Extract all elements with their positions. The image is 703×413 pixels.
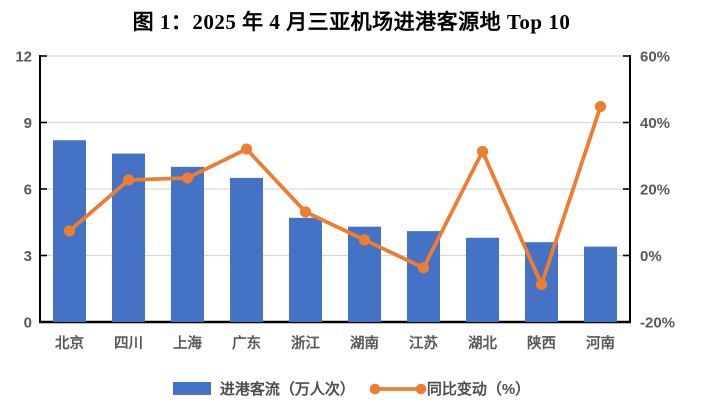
bar-legend-label: 进港客流（万人次） — [219, 381, 355, 398]
category-label: 四川 — [114, 336, 143, 352]
category-label: 上海 — [173, 334, 202, 352]
category-label: 湖南 — [350, 334, 379, 352]
chart-title: 图 1：2025 年 4 月三亚机场进港客源地 Top 10 — [132, 10, 571, 34]
left-axis-tick-label: 12 — [15, 49, 32, 66]
left-axis-tick-label: 3 — [24, 248, 32, 265]
combo-chart: 0 3 6 9 12 -20% 0% 20% 40% 60% 北京 四川 上海 广东 浙江 湖南 江苏 湖北 陕西 河… — [15, 49, 675, 353]
line-legend-label: 同比变动（%） — [426, 381, 531, 398]
left-axis-tick-label: 9 — [24, 115, 32, 132]
category-label: 湖北 — [468, 335, 497, 352]
legend-line-marker — [415, 383, 427, 394]
left-axis-tick-label: 6 — [24, 182, 32, 199]
category-label: 北京 — [55, 334, 84, 352]
bar — [466, 237, 499, 322]
legend-line-marker — [369, 383, 381, 394]
category-label: 陕西 — [527, 334, 556, 352]
category-label: 广东 — [232, 334, 261, 352]
right-axis-tick-label: -20% — [640, 315, 675, 332]
bar — [584, 246, 617, 322]
data-point-marker — [240, 143, 253, 155]
bar — [171, 166, 204, 322]
data-point-marker — [122, 174, 135, 186]
data-point-marker — [535, 278, 548, 291]
bar — [230, 177, 263, 322]
right-axis-tick-label: 0% — [640, 248, 662, 265]
left-axis-tick-label: 0 — [24, 315, 32, 332]
data-point-marker — [417, 262, 430, 274]
right-axis-tick-label: 40% — [640, 115, 670, 132]
category-label: 江苏 — [409, 334, 438, 352]
data-point-marker — [594, 100, 607, 113]
category-label: 浙江 — [291, 334, 320, 352]
right-axis-tick-label: 60% — [640, 49, 670, 66]
data-point-marker — [358, 234, 371, 246]
bar-legend-swatch — [172, 382, 211, 395]
category-label: 河南 — [586, 334, 615, 352]
trend-line — [67, 104, 603, 287]
data-point-marker — [476, 145, 489, 158]
bar — [289, 217, 322, 322]
line-legend-swatch — [369, 382, 427, 396]
right-axis-tick-label: 20% — [640, 182, 670, 199]
data-point-marker — [181, 172, 194, 184]
data-point-marker — [299, 206, 312, 218]
data-point-marker — [63, 225, 76, 237]
chart-legend: 进港客流（万人次） 同比变动（%） — [0, 378, 703, 399]
